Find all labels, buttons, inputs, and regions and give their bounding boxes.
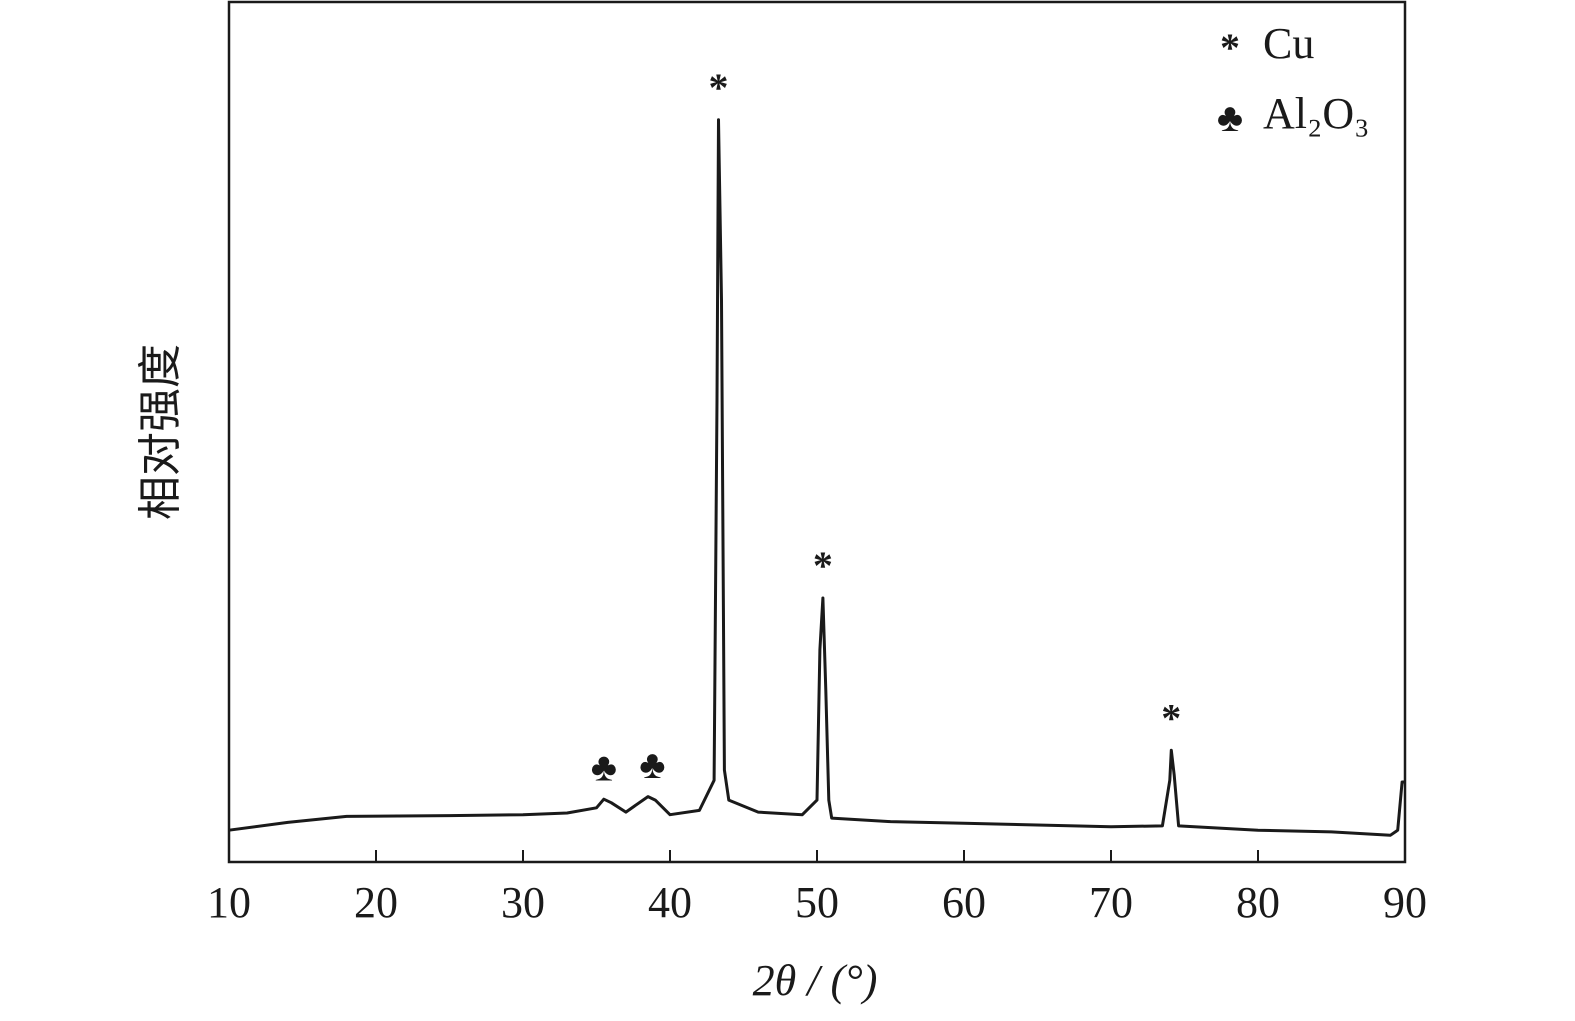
x-tick-label: 90 xyxy=(1383,878,1427,927)
x-tick-label: 70 xyxy=(1089,878,1133,927)
x-tick-label: 10 xyxy=(207,878,251,927)
peak-marker: ♣ xyxy=(639,742,665,787)
xrd-line xyxy=(228,118,1405,837)
y-axis-label: 相对强度 xyxy=(136,344,185,520)
x-tick-label: 30 xyxy=(501,878,545,927)
legend-label: Al₂O₃ xyxy=(1263,89,1369,138)
peak-marker: * xyxy=(813,543,833,588)
peak-marker: ♣ xyxy=(591,744,617,789)
x-tick-label: 50 xyxy=(795,878,839,927)
x-tick-label: 40 xyxy=(648,878,692,927)
x-tick-label: 80 xyxy=(1236,878,1280,927)
legend-symbol: * xyxy=(1220,25,1240,70)
x-axis-label: 2θ / (°) xyxy=(753,956,878,1005)
x-tick-label: 60 xyxy=(942,878,986,927)
peak-marker: * xyxy=(709,65,729,110)
legend-symbol: ♣ xyxy=(1217,95,1243,140)
peak-marker: * xyxy=(1161,695,1181,740)
x-tick-label: 20 xyxy=(354,878,398,927)
legend-label: Cu xyxy=(1263,19,1314,68)
